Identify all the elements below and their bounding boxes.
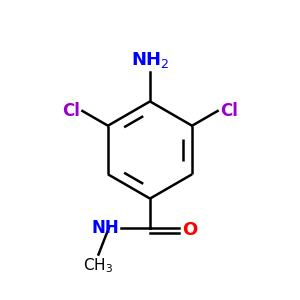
Text: O: O (182, 221, 198, 239)
Text: NH$_2$: NH$_2$ (131, 50, 169, 70)
Text: Cl: Cl (220, 102, 238, 120)
Text: Cl: Cl (62, 102, 80, 120)
Text: CH$_3$: CH$_3$ (83, 256, 113, 275)
Text: NH: NH (91, 219, 119, 237)
